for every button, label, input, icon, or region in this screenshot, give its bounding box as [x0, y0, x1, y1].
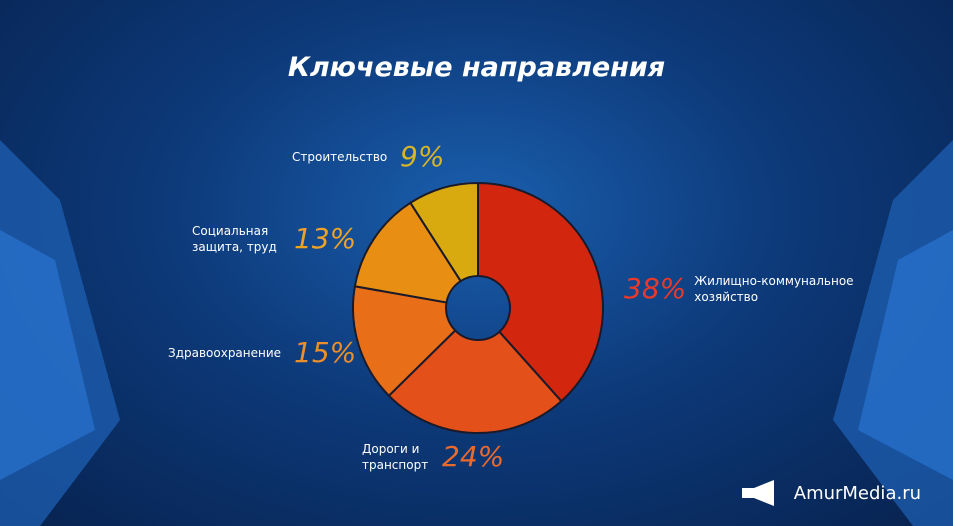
watermark: AmurMedia.ru: [740, 478, 921, 508]
slice-label: 38% Жилищно-коммунальное хозяйство: [624, 272, 864, 305]
logo: [741, 480, 774, 506]
category-label: Здравоохранение: [168, 345, 282, 360]
value-label: 9%: [400, 140, 445, 173]
category-label: Дороги и транспорт: [362, 441, 429, 472]
watermark-text: AmurMedia.ru: [793, 482, 921, 504]
donut-slice: [353, 201, 463, 304]
donut-slice: [352, 285, 457, 398]
slice-label: Строительство 9%: [292, 140, 444, 173]
slice-label: Дороги и транспорт 24%: [362, 440, 504, 473]
chart-title: Ключевые направления: [287, 52, 666, 83]
donut-slice: [387, 329, 563, 434]
slice-label: Здравоохранение 15%: [168, 336, 356, 369]
value-label: 13%: [294, 222, 357, 255]
donut-slice: [477, 181, 604, 403]
category-label: Жилищно-коммунальное хозяйство: [694, 273, 854, 304]
value-label: 38%: [624, 272, 687, 305]
category-label: Строительство: [292, 149, 388, 164]
donut-slice: [409, 181, 479, 283]
category-label: Социальная защита, труд: [192, 223, 277, 254]
value-label: 24%: [442, 440, 505, 473]
slice-label: Социальная защита, труд 13%: [192, 222, 356, 255]
value-label: 15%: [294, 336, 357, 369]
